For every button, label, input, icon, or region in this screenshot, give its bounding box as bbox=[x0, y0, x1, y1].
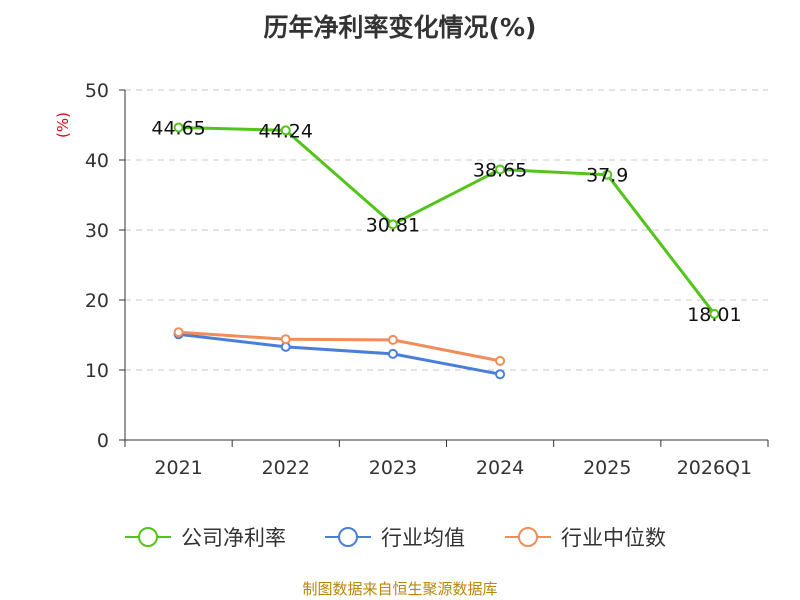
series-line-1 bbox=[178, 332, 501, 376]
series-line-0 bbox=[178, 125, 716, 315]
data-point bbox=[280, 125, 291, 136]
data-point bbox=[495, 164, 506, 175]
data-point bbox=[173, 327, 184, 338]
y-axis-label: (%) bbox=[54, 112, 72, 138]
grid-lines bbox=[125, 89, 768, 371]
data-point bbox=[173, 122, 184, 133]
data-point bbox=[709, 308, 720, 319]
legend-marker-0 bbox=[138, 527, 158, 547]
data-label: 30.81 bbox=[366, 214, 420, 236]
data-point bbox=[387, 219, 398, 230]
data-point bbox=[387, 348, 398, 359]
data-label: 44.65 bbox=[151, 117, 205, 139]
source-note: 制图数据来自恒生聚源数据库 bbox=[302, 580, 497, 598]
legend-marker-1 bbox=[338, 527, 358, 547]
data-labels: 44.65 44.24 30.81 38.65 37.9 18.01 bbox=[151, 117, 741, 325]
legend-marker-2 bbox=[518, 527, 538, 547]
data-point bbox=[280, 334, 291, 345]
data-point bbox=[495, 369, 506, 380]
series-lines bbox=[173, 122, 720, 380]
legend-label-0: 公司净利率 bbox=[181, 526, 286, 550]
data-label: 18.01 bbox=[687, 304, 741, 326]
data-label: 44.24 bbox=[259, 120, 313, 142]
y-tick-label: 40 bbox=[85, 150, 109, 172]
y-tick-label: 20 bbox=[85, 290, 109, 312]
x-tick-label: 2021 bbox=[154, 457, 202, 479]
data-label: 38.65 bbox=[473, 159, 527, 181]
data-point bbox=[602, 169, 613, 180]
series-line-2 bbox=[178, 330, 501, 363]
y-tick-label: 0 bbox=[97, 430, 109, 452]
chart-title: 历年净利率变化情况(%) bbox=[264, 13, 537, 42]
legend-label-1: 行业均值 bbox=[381, 526, 465, 550]
legend: 公司净利率 行业均值 行业中位数 bbox=[125, 526, 666, 550]
x-tick-label: 2024 bbox=[476, 457, 524, 479]
legend-label-2: 行业中位数 bbox=[561, 526, 666, 550]
data-point bbox=[387, 334, 398, 345]
x-tick-label: 2026Q1 bbox=[677, 457, 752, 479]
x-tick-label: 2023 bbox=[369, 457, 417, 479]
y-tick-label: 30 bbox=[85, 220, 109, 242]
y-tick-label: 50 bbox=[85, 80, 109, 102]
y-tick-label: 10 bbox=[85, 360, 109, 382]
axes: 0 10 20 30 40 50 2021 2022 2023 2024 2025 2026Q1 bbox=[85, 80, 769, 479]
x-tick-label: 2022 bbox=[262, 457, 310, 479]
data-label: 37.9 bbox=[586, 165, 628, 187]
x-tick-label: 2025 bbox=[583, 457, 631, 479]
data-point bbox=[495, 355, 506, 366]
